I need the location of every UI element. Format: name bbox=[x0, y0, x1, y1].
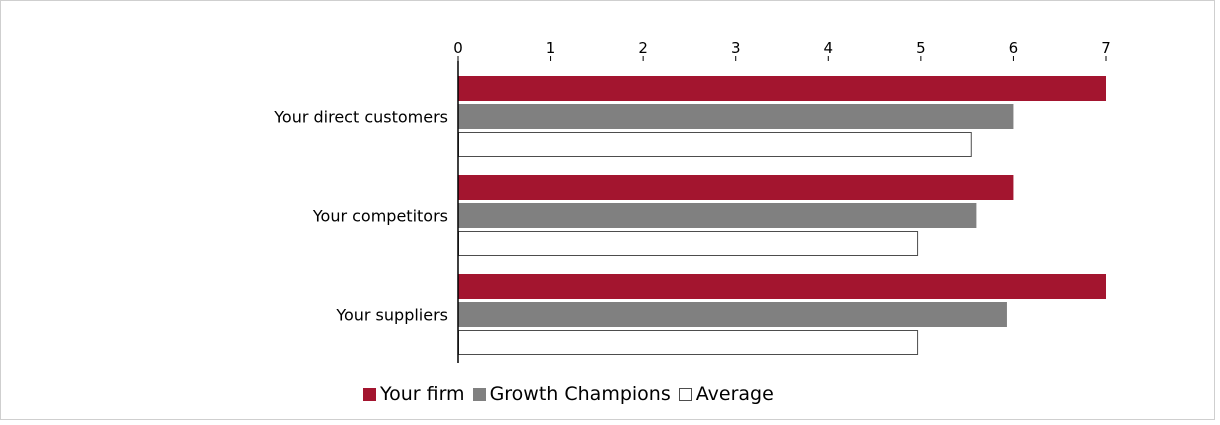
legend-label-average: Average bbox=[695, 383, 774, 405]
bar-average bbox=[458, 132, 972, 157]
legend: Your firm Growth Champions Average bbox=[363, 381, 782, 407]
legend-item-average: Average bbox=[678, 383, 774, 405]
bar-average bbox=[458, 231, 919, 256]
legend-item-growth-champions: Growth Champions bbox=[472, 383, 671, 405]
x-tick-label: 0 bbox=[453, 39, 463, 57]
bar-average bbox=[458, 330, 919, 355]
bar-your-firm bbox=[458, 76, 1106, 101]
bar-your-firm bbox=[458, 175, 1014, 200]
bar-your-firm bbox=[458, 274, 1106, 299]
x-tick-label: 4 bbox=[824, 39, 834, 57]
legend-label-your-firm: Your firm bbox=[380, 383, 465, 405]
x-tick-label: 5 bbox=[916, 39, 926, 57]
legend-swatch-your-firm bbox=[363, 387, 376, 401]
x-tick-label: 7 bbox=[1101, 39, 1111, 57]
bar-growth-champions bbox=[458, 104, 1014, 129]
x-tick-label: 2 bbox=[638, 39, 648, 57]
legend-swatch-average bbox=[678, 387, 692, 401]
legend-swatch-growth-champions bbox=[472, 387, 486, 401]
legend-label-growth-champions: Growth Champions bbox=[489, 383, 671, 405]
x-tick-label: 6 bbox=[1009, 39, 1019, 57]
category-label: Your suppliers bbox=[335, 306, 448, 325]
x-tick-label: 1 bbox=[546, 39, 556, 57]
legend-item-your-firm: Your firm bbox=[363, 383, 465, 405]
category-label: Your direct customers bbox=[273, 108, 448, 127]
x-tick-label: 3 bbox=[731, 39, 741, 57]
bar-growth-champions bbox=[458, 302, 1007, 327]
category-label: Your competitors bbox=[312, 207, 448, 226]
bar-chart: 0 1 2 3 4 5 6 7 Your direct customers Your compet… bbox=[273, 39, 1111, 363]
bar-growth-champions bbox=[458, 203, 977, 228]
